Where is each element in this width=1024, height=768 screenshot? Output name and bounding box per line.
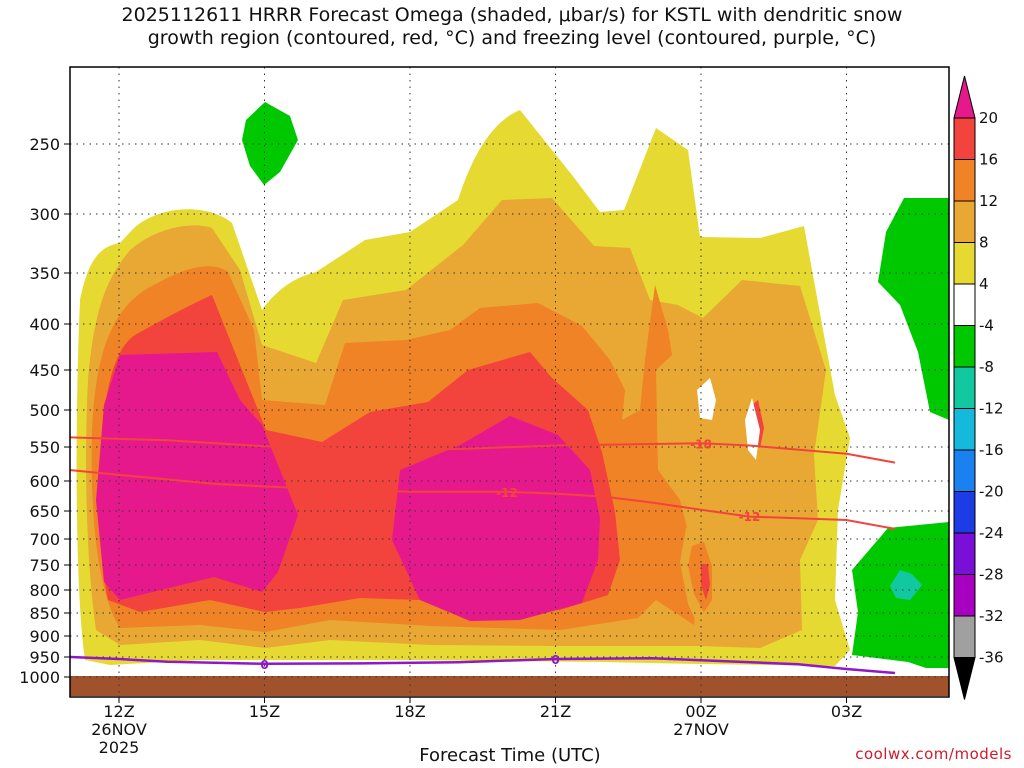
omega-shaded-field bbox=[76, 102, 949, 668]
colorbar-swatch-5 bbox=[953, 283, 976, 326]
colorbar-swatch-7 bbox=[953, 366, 976, 409]
colorbar-label-4: 4 bbox=[979, 275, 989, 293]
chart-title-line1: 2025112611 HRRR Forecast Omega (shaded, … bbox=[121, 4, 903, 26]
x-tick-label-0-2: 2025 bbox=[99, 738, 140, 757]
contour-label-2: -12 bbox=[739, 510, 761, 524]
y-tick-label-950: 950 bbox=[29, 648, 60, 667]
colorbar-label-8: -16 bbox=[979, 441, 1004, 459]
y-axis-ticks: 250 300 350 400 450 500 550 600 650 700 750 800 850 9… bbox=[19, 135, 70, 687]
y-tick-label-600: 600 bbox=[29, 472, 60, 491]
chart-title-line2: growth region (contoured, red, °C) and f… bbox=[147, 27, 877, 49]
contour-label-4: 0 bbox=[551, 653, 559, 667]
x-tick-label-2-0: 18Z bbox=[394, 702, 425, 721]
ground-surface bbox=[70, 676, 949, 696]
y-tick-label-1000: 1000 bbox=[19, 668, 60, 687]
chart-title: 2025112611 HRRR Forecast Omega (shaded, … bbox=[0, 4, 1024, 50]
omega-band-neg-8-12 bbox=[890, 570, 922, 600]
contour-label-1: -12 bbox=[496, 486, 518, 500]
y-tick-label-900: 900 bbox=[29, 627, 60, 646]
colorbar-label-11: -28 bbox=[979, 566, 1004, 584]
y-tick-label-300: 300 bbox=[29, 205, 60, 224]
grid-lines bbox=[70, 67, 949, 697]
omega-band-gt-20-b bbox=[392, 416, 600, 621]
y-tick-label-650: 650 bbox=[29, 502, 60, 521]
x-tick-label-4-0: 00Z bbox=[685, 702, 716, 721]
colorbar-swatch-11 bbox=[953, 532, 976, 575]
colorbar-swatch-1 bbox=[953, 117, 976, 160]
x-axis-label: Forecast Time (UTC) bbox=[419, 745, 601, 766]
contour-line-2 bbox=[70, 655, 896, 675]
y-tick-label-350: 350 bbox=[29, 264, 60, 283]
colorbar-swatch-12 bbox=[953, 574, 976, 617]
colorbar-label-5: -4 bbox=[979, 317, 994, 335]
x-tick-label-0-1: 26NOV bbox=[91, 720, 147, 739]
omega-band-neg-4-8-right bbox=[878, 198, 949, 420]
y-tick-label-400: 400 bbox=[29, 315, 60, 334]
x-tick-label-3-0: 21Z bbox=[540, 702, 571, 721]
contour-line-0 bbox=[70, 436, 896, 464]
colorbar-swatch-4 bbox=[953, 242, 976, 285]
contour-label-0: -18 bbox=[690, 437, 712, 451]
y-tick-label-500: 500 bbox=[29, 401, 60, 420]
colorbar-label-3: 8 bbox=[979, 234, 989, 252]
colorbar-label-13: -36 bbox=[979, 649, 1004, 667]
y-tick-label-450: 450 bbox=[29, 361, 60, 380]
colorbar-swatch-6 bbox=[953, 325, 976, 368]
colorbar-label-0: 20 bbox=[979, 109, 998, 127]
x-tick-label-1-0: 15Z bbox=[249, 702, 280, 721]
y-tick-label-850: 850 bbox=[29, 604, 60, 623]
colorbar-label-10: -24 bbox=[979, 524, 1004, 542]
omega-band-gt-20 bbox=[96, 352, 298, 600]
x-tick-label-5-0: 03Z bbox=[831, 702, 862, 721]
contour-lines: -18 -12 -12 0 0 bbox=[70, 436, 896, 675]
colorbar-swatch-10 bbox=[953, 491, 976, 534]
x-tick-label-4-1: 27NOV bbox=[673, 720, 729, 739]
colorbar-swatch-0 bbox=[953, 75, 976, 119]
colorbar-swatch-3 bbox=[953, 200, 976, 243]
colorbar-label-12: -32 bbox=[979, 607, 1004, 625]
y-tick-label-250: 250 bbox=[29, 135, 60, 154]
y-tick-label-550: 550 bbox=[29, 438, 60, 457]
y-tick-label-750: 750 bbox=[29, 556, 60, 575]
colorbar-swatch-8 bbox=[953, 408, 976, 451]
omega-band-16-20-b bbox=[701, 564, 710, 600]
omega-band-neg-4-8-top bbox=[242, 102, 298, 185]
colorbar-label-9: -20 bbox=[979, 483, 1004, 501]
colorbar-label-6: -8 bbox=[979, 358, 994, 376]
colorbar: 20 16 12 8 4 -4 -8 -12 -16 -20 -24 -28 -32 -36 bbox=[953, 75, 1004, 700]
colorbar-swatch-2 bbox=[953, 159, 976, 202]
colorbar-swatch-13 bbox=[953, 615, 976, 658]
plot-frame bbox=[69, 66, 950, 698]
colorbar-label-2: 12 bbox=[979, 192, 998, 210]
contour-label-3: 0 bbox=[260, 658, 268, 672]
colorbar-swatch-9 bbox=[953, 449, 976, 492]
colorbar-label-1: 16 bbox=[979, 151, 998, 169]
source-credit: coolwx.com/models bbox=[855, 745, 1012, 763]
contour-line-1 bbox=[70, 469, 896, 530]
y-tick-label-800: 800 bbox=[29, 581, 60, 600]
y-tick-label-700: 700 bbox=[29, 530, 60, 549]
x-tick-label-0-0: 12Z bbox=[103, 702, 134, 721]
colorbar-swatch-14 bbox=[953, 657, 976, 700]
colorbar-label-7: -12 bbox=[979, 400, 1004, 418]
